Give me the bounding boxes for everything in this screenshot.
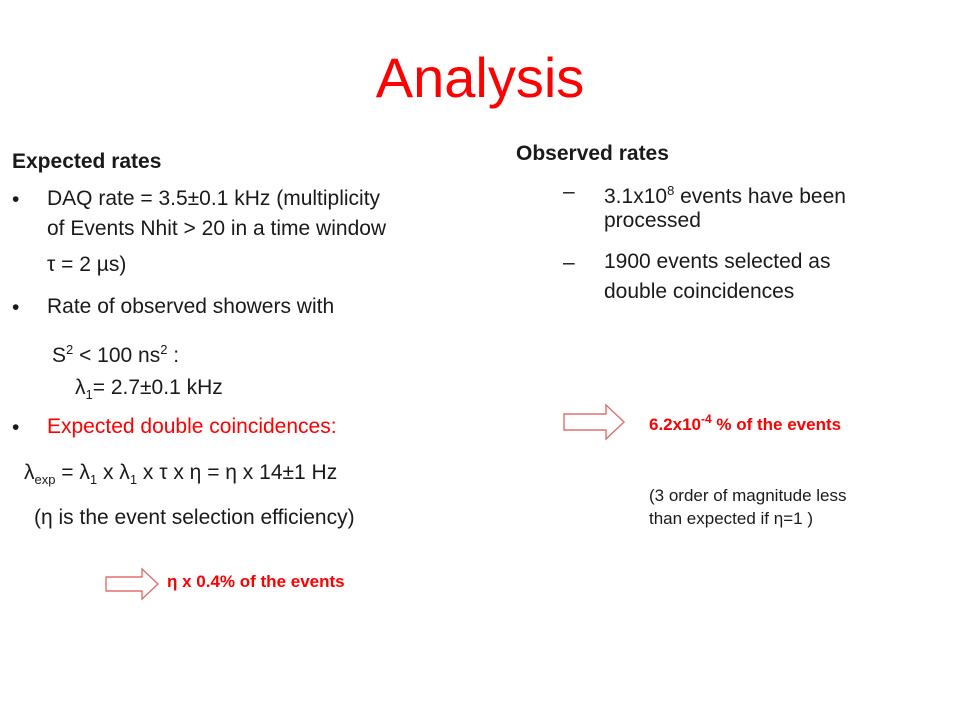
s2-condition: S2 < 100 ns2 : bbox=[52, 342, 180, 367]
efficiency-note: (η is the event selection efficiency) bbox=[34, 506, 355, 529]
magnitude-note-line2: than expected if η=1 ) bbox=[649, 509, 813, 528]
bullet-dot: • bbox=[12, 416, 20, 439]
daq-rate-line1: DAQ rate = 3.5±0.1 kHz (multiplicity bbox=[47, 187, 381, 210]
bullet-dot: • bbox=[12, 188, 20, 211]
events-processed-line1: 3.1x108 events have been bbox=[604, 183, 846, 208]
observed-rates-heading: Observed rates bbox=[516, 142, 669, 165]
right-arrow-icon bbox=[105, 567, 160, 601]
right-arrow-icon bbox=[563, 403, 626, 441]
lambda1-value: λ1= 2.7±0.1 kHz bbox=[75, 376, 223, 402]
expected-rates-heading: Expected rates bbox=[12, 150, 162, 173]
expected-double-coincidences: Expected double coincidences: bbox=[47, 415, 337, 438]
events-processed-line2: processed bbox=[604, 209, 701, 232]
events-selected-line2: double coincidences bbox=[604, 280, 795, 303]
dash-marker: – bbox=[563, 180, 575, 203]
dash-marker: – bbox=[563, 251, 575, 274]
daq-rate-line2: of Events Nhit > 20 in a time window bbox=[47, 217, 387, 240]
right-result: 6.2x10-4 % of the events bbox=[649, 412, 842, 434]
slide-title: Analysis bbox=[375, 46, 585, 109]
events-selected-line1: 1900 events selected as bbox=[604, 250, 831, 273]
showers-rate-line1: Rate of observed showers with bbox=[47, 295, 335, 318]
bullet-dot: • bbox=[12, 296, 20, 319]
lambda-exp-formula: λexp = λ1 x λ1 x τ x η = η x 14±1 Hz bbox=[24, 461, 338, 487]
left-result: η x 0.4% of the events bbox=[167, 572, 345, 591]
daq-rate-line3: τ = 2 µs) bbox=[47, 253, 127, 276]
magnitude-note-line1: (3 order of magnitude less bbox=[649, 486, 847, 505]
